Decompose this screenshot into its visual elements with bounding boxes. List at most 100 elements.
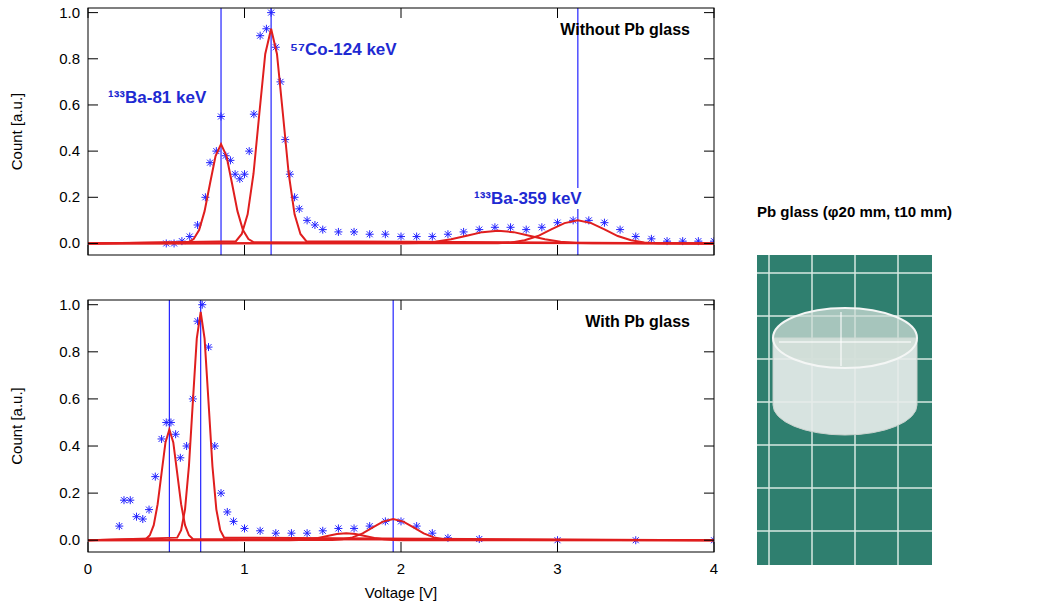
mat-grid [757,444,932,446]
y-tick-label: 0.6 [59,390,80,407]
x-tick [401,300,402,310]
x-tick [557,245,558,255]
fit-curve [88,144,714,243]
y-tick [88,104,98,105]
y-tick [704,446,714,447]
data-point [311,221,319,229]
annotation: ¹³³Ba-81 keV [106,87,209,108]
data-point [176,454,184,462]
fit-curve [88,29,714,244]
photo-caption: Pb glass (φ20 mm, t10 mm) [757,203,952,220]
data-point [217,112,225,120]
data-point [145,506,153,514]
plot-frame [88,8,714,255]
label-patch [106,87,209,108]
x-tick [557,542,558,552]
data-point [413,233,421,241]
y-tick [88,540,98,541]
data-point [126,496,134,504]
data-point [397,233,405,241]
data-point [256,527,264,535]
data-point [366,230,374,238]
data-point [262,25,270,33]
data-point [444,230,452,238]
y-tick [88,243,98,244]
x-tick [714,300,715,310]
data-point [616,226,624,234]
plot-frame [88,300,714,552]
x-tick-label: 1 [240,560,248,577]
peak-label: ⁵⁷Co-124 keV [290,40,397,59]
y-tick [88,398,98,399]
annotation: ¹³³Ba-359 keV [472,188,584,209]
x-tick [244,300,245,310]
data-point [245,147,253,155]
mat-grid [757,530,932,532]
mat-grid [757,272,932,274]
data-point [167,418,175,426]
data-point [250,110,258,118]
x-tick [88,300,89,310]
glass-reflection [840,312,842,366]
y-tick [88,493,98,494]
x-tick [557,300,558,310]
y-axis-title: Count [a.u.] [8,387,25,465]
data-point [256,32,264,40]
plot-area [88,8,714,255]
y-tick [88,58,98,59]
data-point [303,529,311,537]
data-point [172,430,180,438]
data-point [303,216,311,224]
glass-top [773,308,917,368]
y-tick [704,493,714,494]
panel: 0.00.20.40.60.81.001234Count [a.u.]Volta… [8,296,718,601]
x-tick [714,542,715,552]
data-point [647,235,655,243]
panel-title: Without Pb glass [560,21,690,38]
data-point [151,473,159,481]
x-tick [244,542,245,552]
data-point [350,228,358,236]
data-point [460,228,468,236]
peak-line [200,300,201,552]
y-tick-label: 0.0 [59,531,80,548]
data-point [350,524,358,532]
data-point [295,205,303,213]
x-tick-label: 3 [553,560,561,577]
x-tick [714,8,715,18]
data-point [158,435,166,443]
data-point [319,527,327,535]
data-point [334,228,342,236]
y-tick [704,104,714,105]
data-point [600,219,608,227]
y-tick-label: 0.4 [59,437,80,454]
fit-curve [88,519,714,540]
y-tick-label: 0.8 [59,50,80,67]
panel-title: With Pb glass [585,313,690,330]
y-tick-label: 1.0 [59,4,80,21]
x-tick [401,8,402,18]
peak-line [577,8,578,255]
y-tick [704,243,714,244]
y-tick [704,12,714,13]
y-tick [88,197,98,198]
data-point [538,223,546,231]
data-point [115,522,123,530]
data-point [522,226,530,234]
x-tick [714,245,715,255]
y-tick [704,351,714,352]
annotation: ⁵⁷Co-124 keV [288,39,399,60]
fit-curve [88,312,714,540]
y-tick [88,12,98,13]
label-patch [472,188,584,209]
x-tick-label: 2 [397,560,405,577]
glass-reflection [779,341,911,343]
data-point [241,170,249,178]
y-tick-label: 0.0 [59,234,80,251]
photo: Pb glass (φ20 mm, t10 mm) [757,203,952,565]
y-axis-title: Count [a.u.] [8,93,25,171]
data-point [428,233,436,241]
y-tick [88,151,98,152]
peak-label: ¹³³Ba-359 keV [474,189,582,208]
y-tick [88,446,98,447]
